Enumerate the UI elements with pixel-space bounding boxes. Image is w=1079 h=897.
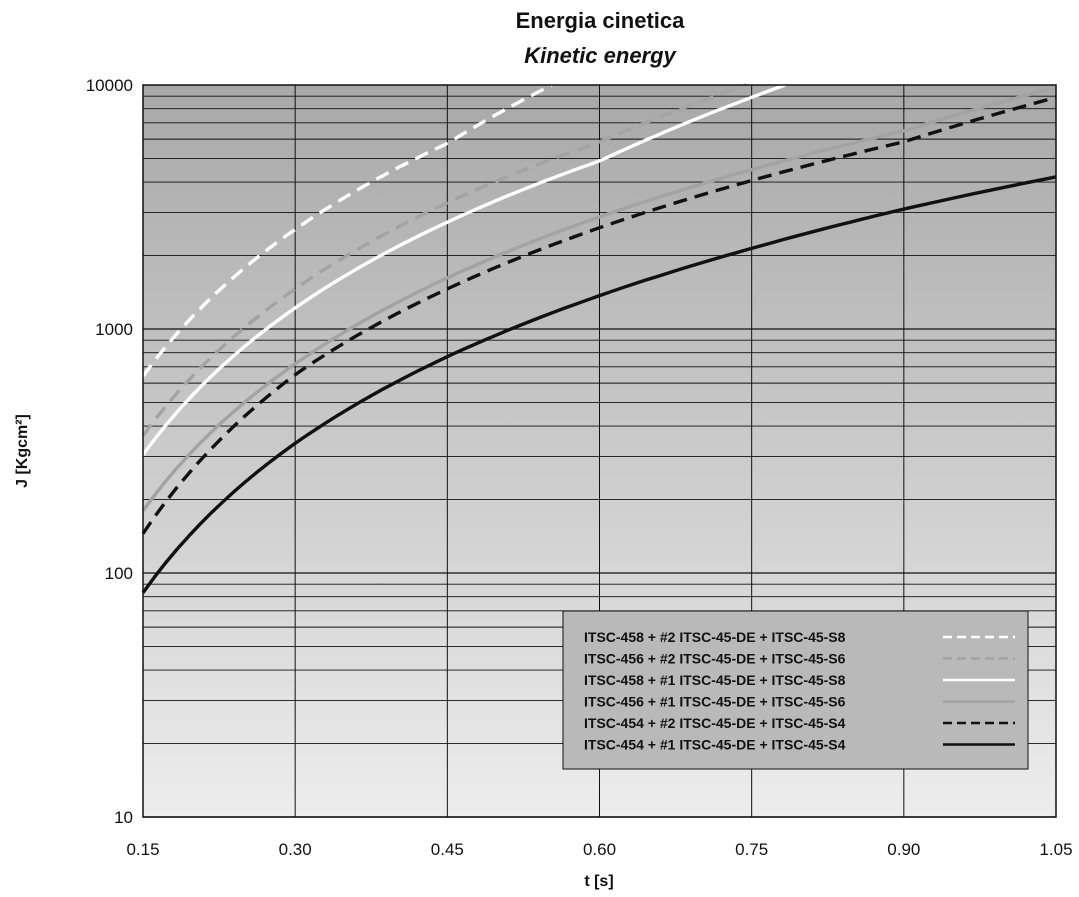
series-line-3 [141, 83, 786, 456]
x-tick-label: 0.30 [279, 840, 312, 859]
y-axis-label: J [Kgcm²] [14, 414, 31, 488]
series-layer [141, 83, 1057, 594]
y-tick-label: 10000 [86, 76, 133, 95]
x-tick-label: 0.75 [735, 840, 768, 859]
x-tick-label: 0.15 [126, 840, 159, 859]
grid-lines [142, 85, 1057, 818]
y-tick-label: 100 [105, 564, 133, 583]
y-tick-labels: 10 100 1000 10000 [86, 76, 133, 827]
series-line-1 [141, 83, 553, 378]
x-tick-labels: 0.15 0.30 0.45 0.60 0.75 0.90 1.05 [126, 840, 1072, 859]
x-axis-label: t [s] [584, 873, 613, 890]
legend-entry-label: ITSC-456 + #2 ITSC-45-DE + ITSC-45-S6 [584, 651, 846, 667]
y-tick-label: 1000 [95, 320, 133, 339]
plot-border [142, 84, 1057, 818]
x-tick-label: 0.90 [887, 840, 920, 859]
chart-subtitle: Kinetic energy [524, 43, 677, 68]
series-line-5 [141, 95, 1057, 535]
x-tick-label: 0.45 [431, 840, 464, 859]
legend-entry-label: ITSC-454 + #1 ITSC-45-DE + ITSC-45-S4 [584, 737, 846, 753]
series-line-6 [141, 175, 1057, 594]
y-tick-label: 10 [114, 808, 133, 827]
series-line-2 [141, 83, 748, 437]
legend-entry-label: ITSC-456 + #1 ITSC-45-DE + ITSC-45-S6 [584, 694, 846, 710]
legend-entry-label: ITSC-454 + #2 ITSC-45-DE + ITSC-45-S4 [584, 715, 846, 731]
x-tick-label: 1.05 [1039, 840, 1072, 859]
legend-entry-label: ITSC-458 + #1 ITSC-45-DE + ITSC-45-S8 [584, 672, 846, 688]
x-tick-label: 0.60 [583, 840, 616, 859]
series-line-4 [141, 85, 1057, 512]
legend-entry-label: ITSC-458 + #2 ITSC-45-DE + ITSC-45-S8 [584, 629, 846, 645]
chart-title: Energia cinetica [516, 8, 686, 33]
legend: ITSC-458 + #2 ITSC-45-DE + ITSC-45-S8 ITS… [562, 610, 1029, 770]
